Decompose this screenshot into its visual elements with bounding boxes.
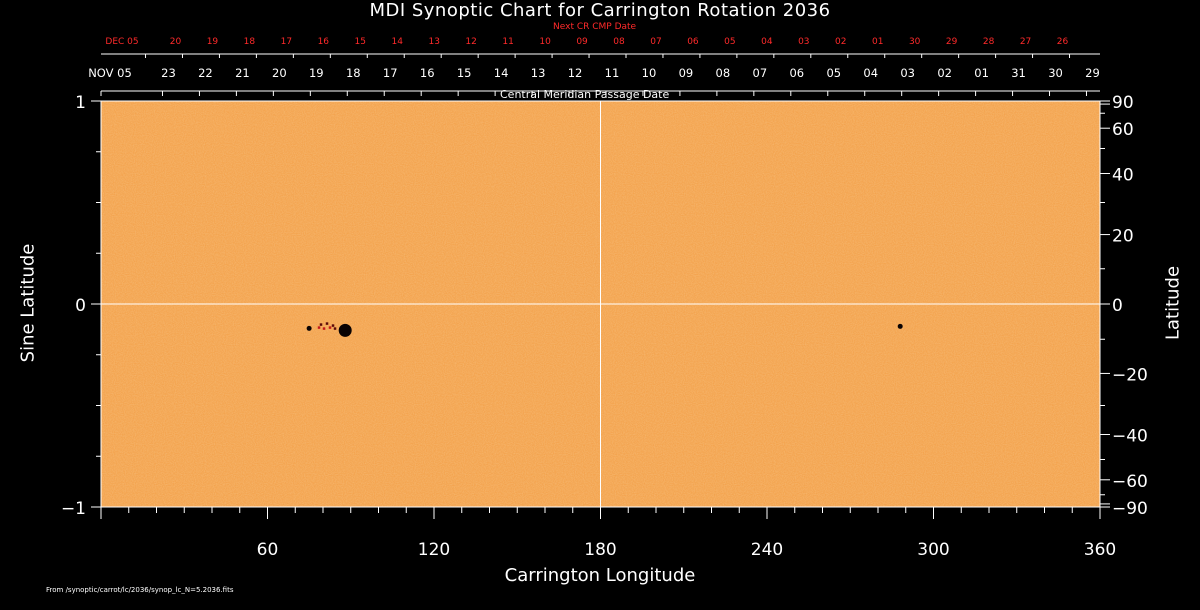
- cmp-date-label: 10: [642, 66, 657, 80]
- next-cr-label: Next CR CMP Date: [553, 22, 637, 32]
- next-cr-date-label: 07: [650, 37, 661, 47]
- next-cr-date-label: 04: [761, 37, 773, 47]
- cmp-date-label: 18: [346, 66, 361, 80]
- latitude-tick-label: −90: [1112, 499, 1148, 519]
- source-note: From /synoptic/carrot/lc/2036/synop_lc_N…: [46, 586, 234, 594]
- x-tick-label: 180: [584, 540, 616, 560]
- chart-title: MDI Synoptic Chart for Carrington Rotati…: [369, 0, 831, 21]
- latitude-tick-label: −40: [1112, 426, 1148, 446]
- next-cr-date-label: 13: [428, 37, 439, 47]
- latitude-tick-label: 40: [1112, 166, 1134, 186]
- cmp-date-label: 05: [826, 66, 841, 80]
- cmp-date-label: 13: [531, 66, 546, 80]
- next-cr-date-label: 28: [983, 37, 995, 47]
- next-cr-date-label: 17: [281, 37, 292, 47]
- cmp-date-label: 04: [863, 66, 878, 80]
- next-cr-date-label: 29: [946, 37, 958, 47]
- x-tick-label: 60: [257, 540, 279, 560]
- latitude-tick-label: −20: [1112, 365, 1148, 385]
- x-tick-label: 300: [917, 540, 949, 560]
- cmp-date-label: 14: [494, 66, 509, 80]
- plage-dot: [331, 324, 335, 327]
- cmp-date-label: 23: [161, 66, 176, 80]
- cmp-date-label: 16: [420, 66, 435, 80]
- next-cr-date-label: 02: [835, 37, 846, 47]
- y-tick-label-left: 1: [75, 93, 86, 113]
- next-cr-date-label: 05: [724, 37, 735, 47]
- x-tick-label: 360: [1084, 540, 1116, 560]
- cmp-axis-label: Central Meridian Passage Date: [500, 88, 670, 101]
- cmp-date-label: 20: [272, 66, 287, 80]
- latitude-tick-label: 0: [1112, 296, 1123, 316]
- next-cr-date-label: 12: [465, 37, 476, 47]
- sunspot-mark: [897, 323, 903, 329]
- x-axis-label: Carrington Longitude: [504, 565, 696, 586]
- next-cr-date-label: 11: [502, 37, 513, 47]
- latitude-tick-label: 20: [1112, 227, 1134, 247]
- plage-dot: [317, 326, 321, 329]
- plage-dot: [325, 322, 329, 325]
- cmp-date-label: 07: [753, 66, 768, 80]
- next-cr-date-label: 06: [687, 37, 699, 47]
- latitude-tick-label: 90: [1112, 93, 1134, 113]
- y-axis-label-right: Latitude: [1162, 265, 1184, 341]
- sunspot-mark: [338, 323, 352, 337]
- next-cr-date-label: 27: [1020, 37, 1031, 47]
- next-cr-date-label: 08: [613, 37, 625, 47]
- cmp-date-label: 29: [1085, 66, 1100, 80]
- cmp-date-label: 12: [568, 66, 583, 80]
- cmp-date-label: 17: [383, 66, 398, 80]
- cmp-date-label: NOV 05: [88, 66, 132, 80]
- y-axis-label-left: Sine Latitude: [17, 243, 39, 363]
- next-cr-date-label: 14: [392, 37, 404, 47]
- next-cr-date-label: 16: [318, 37, 330, 47]
- cmp-date-label: 19: [309, 66, 324, 80]
- next-cr-date-label: 19: [207, 37, 219, 47]
- next-cr-date-label: 18: [244, 37, 256, 47]
- cmp-date-label: 01: [974, 66, 989, 80]
- cmp-date-label: 21: [235, 66, 250, 80]
- cmp-date-label: 02: [937, 66, 952, 80]
- cmp-date-label: 11: [605, 66, 620, 80]
- cmp-date-label: 31: [1011, 66, 1026, 80]
- next-cr-date-label: 09: [576, 37, 588, 47]
- y-tick-label-left: −1: [61, 499, 86, 519]
- next-cr-date-label: 30: [909, 37, 921, 47]
- plage-dot: [328, 326, 332, 329]
- cmp-date-label: 06: [789, 66, 804, 80]
- plage-dot: [333, 327, 337, 330]
- next-cr-date-label: 01: [872, 37, 883, 47]
- next-cr-date-label: DEC 05: [105, 37, 138, 47]
- next-cr-date-label: 20: [170, 37, 182, 47]
- next-cr-date-label: 03: [798, 37, 809, 47]
- cmp-date-label: 08: [716, 66, 731, 80]
- x-tick-label: 120: [418, 540, 450, 560]
- cmp-date-label: 15: [457, 66, 472, 80]
- latitude-tick-label: −60: [1112, 472, 1148, 492]
- next-cr-date-label: 15: [355, 37, 366, 47]
- cmp-date-label: 03: [900, 66, 915, 80]
- cmp-date-label: 22: [198, 66, 213, 80]
- plage-dot: [319, 323, 323, 326]
- cmp-date-label: 30: [1048, 66, 1063, 80]
- next-cr-date-label: 26: [1057, 37, 1069, 47]
- y-tick-label-left: 0: [75, 296, 86, 316]
- cmp-date-label: 09: [679, 66, 694, 80]
- latitude-tick-label: 60: [1112, 120, 1134, 140]
- x-tick-label: 240: [751, 540, 783, 560]
- sunspot-mark: [306, 325, 312, 331]
- next-cr-date-label: 10: [539, 37, 551, 47]
- plage-dot: [322, 327, 326, 330]
